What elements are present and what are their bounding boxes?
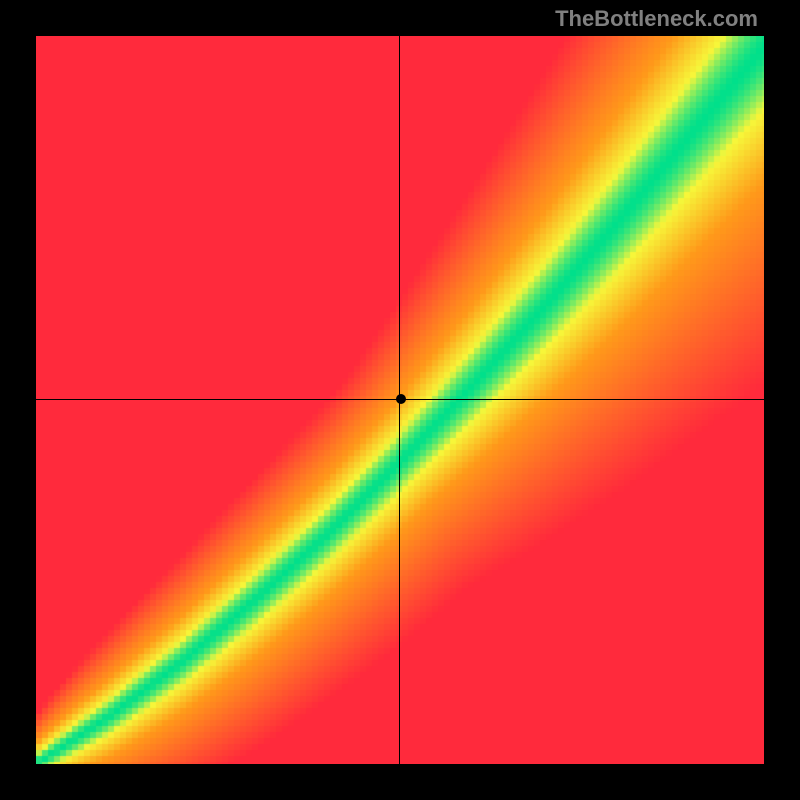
heatmap-plot [36, 36, 764, 764]
crosshair-marker [396, 394, 406, 404]
watermark-text: TheBottleneck.com [555, 6, 758, 32]
